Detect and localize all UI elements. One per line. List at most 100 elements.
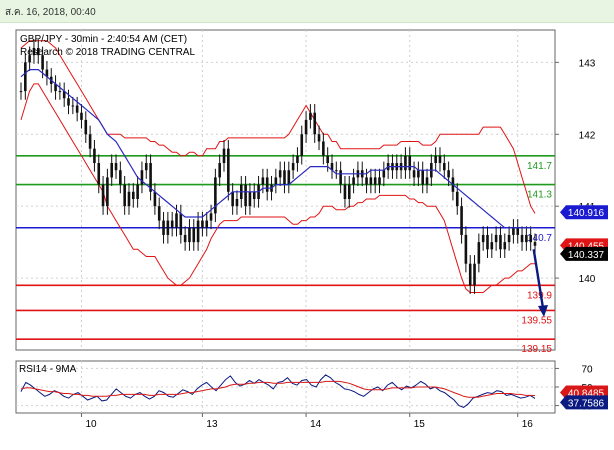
x-tick-label: 10	[85, 419, 97, 430]
x-tick-label: 16	[522, 419, 534, 430]
candle-body	[166, 220, 170, 235]
candle-body	[317, 134, 321, 142]
candle-body	[481, 234, 485, 243]
candle-body	[382, 170, 386, 178]
rsi-line	[20, 374, 536, 408]
rsi-title: RSI14 - 9MA	[19, 364, 77, 375]
forecast-arrow	[532, 249, 548, 318]
candle-body	[183, 234, 187, 243]
level-label: 140.7	[527, 233, 552, 244]
candle-body	[404, 155, 407, 171]
candle-body	[175, 213, 178, 228]
candle-body	[533, 242, 537, 246]
candle-body	[274, 177, 278, 185]
moving-average-line	[20, 69, 535, 229]
candle-body	[343, 184, 347, 199]
candle-body	[71, 105, 75, 107]
candle-body	[473, 263, 476, 286]
candle-body	[123, 184, 126, 207]
candle-body	[248, 191, 252, 207]
candle-body	[490, 242, 494, 250]
candle-body	[455, 191, 459, 207]
rsi-tag-label: 40.8485	[568, 388, 605, 399]
candle-body	[205, 220, 209, 228]
rsi-y-tick-label: 70	[581, 364, 593, 375]
candle-body	[119, 170, 122, 185]
x-tick-label: 13	[206, 419, 218, 430]
header-datetime: ส.ค. 16, 2018, 00:40	[5, 7, 96, 18]
candle-body	[62, 91, 66, 99]
candle-body	[67, 98, 70, 106]
rsi-tag-bg	[560, 395, 608, 410]
candle-body	[326, 155, 329, 164]
x-tick-label: 14	[310, 419, 322, 430]
candle-body	[188, 227, 191, 243]
rsi-lines	[20, 374, 536, 408]
candle-body	[494, 234, 498, 243]
candle-body	[106, 177, 109, 207]
candle-body	[339, 170, 342, 185]
candle-body	[378, 177, 381, 185]
candle-body	[214, 177, 217, 214]
candle-body	[45, 69, 49, 77]
candle-body	[365, 177, 368, 185]
candle-body	[512, 227, 515, 235]
price-y-tick-label: 140	[579, 274, 596, 285]
candle-body	[222, 148, 226, 164]
moving-average	[20, 69, 535, 229]
candle-body	[417, 170, 420, 178]
rsi-panel	[15, 360, 556, 414]
forecast-arrow-head	[538, 305, 548, 318]
candle-body	[244, 184, 247, 207]
candle-body	[201, 220, 204, 228]
candle-body	[75, 105, 79, 113]
rsi-tag-label: 37.7586	[568, 398, 605, 409]
candle-body	[227, 148, 230, 192]
candle-body	[434, 155, 437, 164]
candle-body	[347, 184, 351, 199]
candle-body	[313, 112, 317, 135]
price-panel	[15, 29, 556, 351]
candle-body	[101, 184, 105, 207]
candle-body	[296, 155, 299, 164]
candle-body	[460, 206, 463, 235]
candle-body	[149, 163, 152, 192]
candle-body	[54, 83, 57, 92]
candle-body	[88, 134, 92, 149]
candle-body	[179, 213, 183, 235]
candle-body	[330, 163, 334, 171]
candle-body	[421, 170, 424, 185]
chart-svg: 141.7 141.3 140.7 139.9 139.55 139.15 GBP/JPY…	[15, 29, 608, 430]
candle-body	[114, 163, 118, 171]
price-y-tick-label: 143	[579, 58, 596, 69]
candle-body	[468, 263, 472, 286]
candle-body	[300, 134, 304, 156]
candle-body	[408, 155, 412, 171]
candle-body	[162, 220, 165, 235]
candle-body	[80, 112, 83, 120]
candle-body	[252, 191, 256, 199]
candle-body	[235, 198, 239, 207]
candle-body	[209, 213, 213, 221]
candle-body	[153, 191, 157, 207]
candle-body	[24, 62, 27, 92]
level-label: 141.7	[527, 161, 552, 172]
candle-body	[291, 163, 295, 171]
x-tick-label: 15	[414, 419, 426, 430]
candle-body	[287, 170, 291, 185]
price-tag-bg	[560, 246, 608, 261]
candle-body	[503, 242, 507, 250]
candle-body	[278, 170, 282, 178]
price-chart-subtitle: Research © 2018 TRADING CENTRAL	[20, 47, 195, 58]
candle-body	[157, 206, 161, 221]
candle-body	[373, 177, 377, 185]
candle-body	[525, 234, 528, 243]
top-bar: ส.ค. 16, 2018, 00:40	[0, 0, 614, 23]
candle-body	[19, 91, 23, 93]
candle-body	[110, 163, 114, 178]
candle-body	[442, 163, 446, 171]
candle-body	[265, 177, 269, 192]
price-tag-bg	[560, 205, 608, 220]
